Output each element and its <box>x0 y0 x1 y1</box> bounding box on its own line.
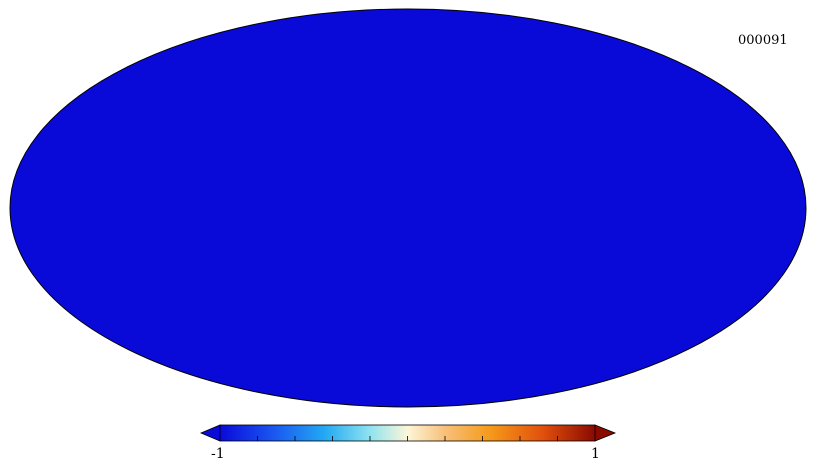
colorbar-max-label: 1 <box>591 446 600 462</box>
colorbar <box>199 424 617 442</box>
colorbar-under-arrow <box>199 424 221 442</box>
colorbar-ticks <box>257 436 558 441</box>
map-outline <box>9 8 807 408</box>
colorbar-min-label: -1 <box>211 446 225 462</box>
temperature-field <box>10 9 806 407</box>
map-id-label: 000091 <box>738 33 788 48</box>
colorbar-over-arrow <box>594 424 617 442</box>
